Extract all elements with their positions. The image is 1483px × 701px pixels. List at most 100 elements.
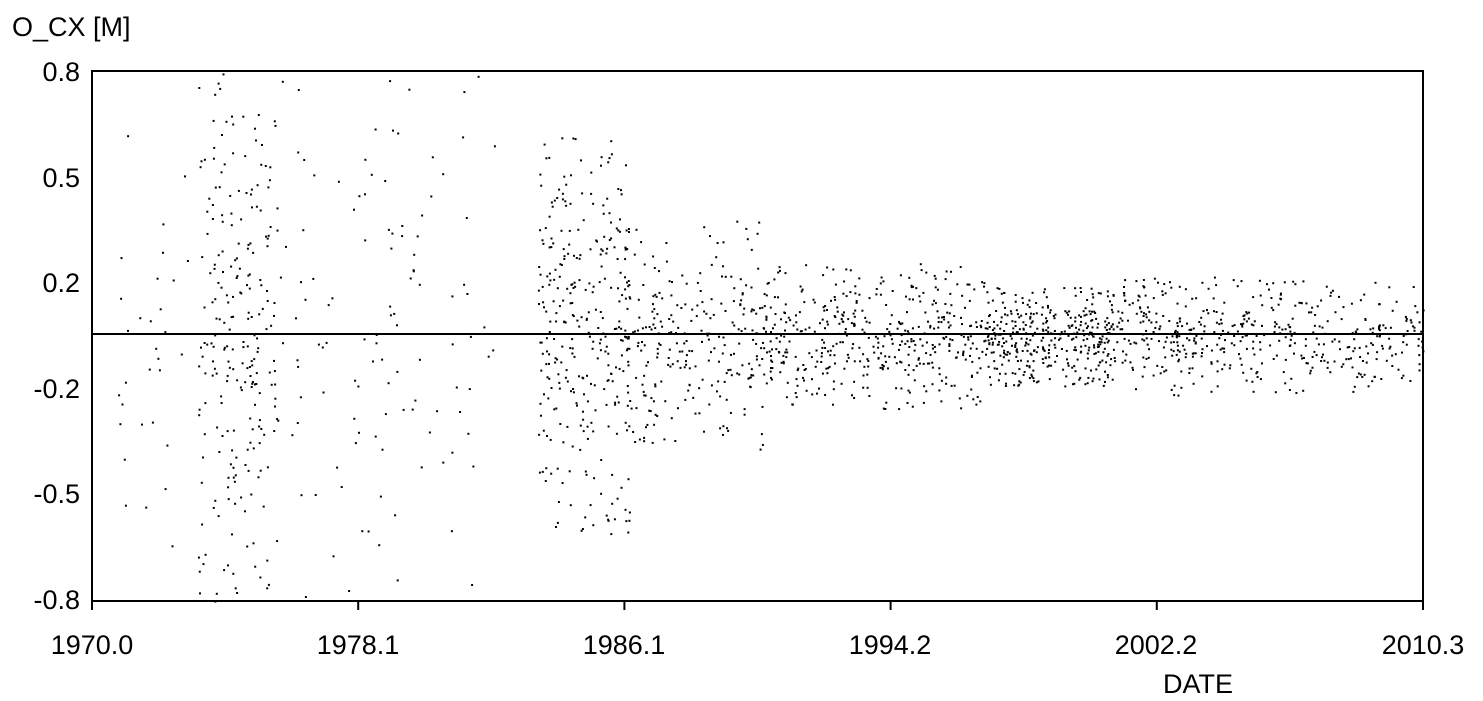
data-point: [538, 471, 541, 474]
data-point: [900, 387, 903, 390]
data-point: [701, 301, 704, 304]
data-point: [266, 559, 269, 562]
data-point: [412, 269, 415, 272]
data-point: [214, 499, 217, 502]
data-point: [1402, 341, 1405, 344]
data-point: [1228, 367, 1231, 370]
data-point: [1030, 312, 1032, 315]
data-point: [1003, 330, 1006, 332]
data-point: [562, 299, 565, 302]
data-point: [960, 407, 963, 410]
data-point: [592, 340, 595, 343]
data-point: [964, 306, 966, 309]
data-point: [960, 334, 963, 337]
data-point: [599, 349, 602, 352]
data-point: [1361, 376, 1364, 378]
data-point: [1300, 302, 1303, 304]
data-point: [986, 321, 989, 324]
data-point: [624, 288, 627, 291]
data-point: [1261, 324, 1263, 327]
data-point: [462, 136, 465, 139]
data-point: [1313, 350, 1316, 353]
data-point: [558, 381, 561, 384]
data-point: [553, 199, 556, 202]
data-point: [1099, 292, 1102, 295]
data-point: [472, 465, 475, 468]
data-point: [1063, 287, 1066, 290]
data-point: [846, 353, 849, 356]
data-point: [950, 384, 953, 387]
data-point: [465, 217, 468, 219]
data-point: [1001, 301, 1004, 304]
data-point: [1020, 337, 1023, 340]
data-point: [540, 369, 543, 372]
data-point: [969, 354, 971, 357]
data-point: [416, 235, 419, 238]
data-point: [215, 317, 218, 320]
data-point: [1201, 348, 1204, 351]
x-tick-label: 1986.1: [583, 630, 666, 660]
data-point: [980, 320, 983, 322]
data-point: [655, 295, 658, 298]
data-point: [882, 280, 885, 283]
data-point: [1397, 368, 1400, 371]
data-point: [620, 327, 623, 330]
data-point: [1092, 377, 1095, 380]
data-point: [180, 353, 183, 356]
data-point: [1202, 310, 1205, 313]
data-point: [605, 345, 608, 348]
data-point: [538, 303, 540, 305]
data-point: [1006, 353, 1009, 356]
data-point: [1388, 347, 1391, 350]
data-point: [578, 257, 581, 260]
data-point: [1088, 310, 1091, 313]
data-point: [592, 285, 595, 288]
data-point: [854, 309, 857, 312]
data-point: [1074, 370, 1077, 373]
data-point: [922, 401, 925, 404]
data-point: [1020, 359, 1022, 362]
data-point: [261, 307, 264, 310]
data-point: [796, 384, 799, 387]
data-point: [543, 393, 545, 396]
data-point: [610, 221, 612, 224]
data-point: [235, 277, 238, 279]
data-point: [1138, 295, 1141, 298]
data-point: [1245, 320, 1248, 323]
data-point: [588, 335, 591, 338]
data-point: [874, 335, 877, 338]
data-point: [554, 357, 557, 360]
data-point: [600, 265, 603, 268]
data-point: [463, 283, 466, 286]
data-point: [624, 335, 626, 338]
data-point: [1020, 314, 1023, 317]
data-point: [1091, 326, 1094, 329]
data-point: [980, 326, 983, 329]
data-point: [1191, 297, 1194, 300]
data-point: [845, 268, 848, 271]
data-point: [1083, 314, 1086, 317]
data-point: [750, 286, 753, 289]
data-point: [923, 385, 926, 388]
data-point: [568, 243, 571, 246]
data-point: [358, 431, 360, 434]
data-point: [1022, 301, 1024, 304]
data-point: [246, 247, 249, 250]
data-point: [1353, 347, 1356, 350]
data-point: [951, 339, 954, 342]
data-point: [463, 91, 466, 94]
data-point: [1284, 328, 1287, 331]
data-point: [1064, 385, 1067, 388]
data-point: [608, 239, 611, 241]
data-point: [632, 331, 635, 334]
data-point: [542, 429, 545, 432]
data-point: [367, 530, 370, 533]
data-point: [1146, 343, 1149, 346]
data-point: [988, 342, 991, 345]
data-point: [1365, 345, 1368, 348]
data-point: [198, 87, 201, 89]
data-point: [1048, 364, 1050, 367]
data-point: [842, 314, 845, 317]
data-point: [803, 369, 806, 371]
data-point: [1111, 323, 1114, 326]
